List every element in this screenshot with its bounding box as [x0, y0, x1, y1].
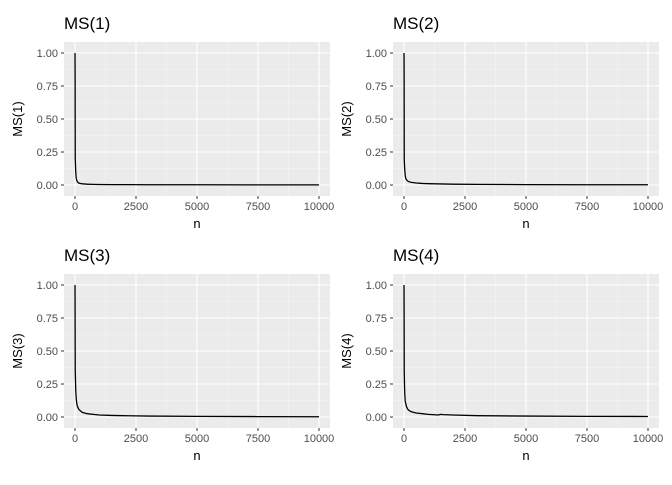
axis-ticks: 0 2500 5000 7500 10000 0.00 0.25 0.50 0.75 1.00	[366, 280, 664, 445]
x-axis-title: n	[522, 216, 529, 231]
axis-ticks: 0 2500 5000 7500 10000 0.00 0.25 0.50 0.75 1.00	[366, 48, 664, 213]
chart-panel-1: MS(1) 0 2500 5000 7500 10000 0.00 0.25 0.50 0.75…	[10, 14, 334, 231]
x-axis-title: n	[193, 216, 200, 231]
y-tick-label: 0.25	[37, 379, 58, 391]
x-tick-label: 10000	[304, 201, 335, 213]
x-tick-label: 0	[401, 433, 407, 445]
x-tick-label: 10000	[633, 433, 664, 445]
x-tick-label: 7500	[575, 201, 599, 213]
y-tick-label: 0.00	[37, 180, 58, 192]
y-tick-label: 1.00	[366, 280, 387, 292]
x-axis-title: n	[522, 448, 529, 463]
y-tick-label: 0.25	[37, 147, 58, 159]
axis-ticks: 0 2500 5000 7500 10000 0.00 0.25 0.50 0.75 1.00	[37, 48, 335, 213]
x-axis-title: n	[193, 448, 200, 463]
x-tick-label: 7500	[246, 433, 270, 445]
panel-title: MS(3)	[64, 246, 110, 265]
y-axis-title: MS(4)	[339, 333, 354, 368]
x-tick-label: 0	[72, 433, 78, 445]
series-line	[403, 52, 648, 186]
chart-panel-2: MS(2) 0 2500 5000 7500 10000 0.00 0.25 0.50 0.75…	[339, 14, 663, 231]
panel-title: MS(4)	[393, 246, 439, 265]
x-tick-label: 2500	[453, 201, 477, 213]
x-tick-label: 10000	[304, 433, 335, 445]
y-tick-label: 0.50	[366, 346, 387, 358]
x-tick-label: 2500	[453, 433, 477, 445]
x-tick-label: 0	[72, 201, 78, 213]
x-tick-label: 2500	[124, 433, 148, 445]
y-tick-label: 0.00	[37, 412, 58, 424]
y-axis-title: MS(3)	[10, 333, 25, 368]
y-axis-title: MS(1)	[10, 101, 25, 136]
x-tick-label: 5000	[185, 201, 209, 213]
x-tick-label: 10000	[633, 201, 664, 213]
y-tick-label: 1.00	[37, 280, 58, 292]
x-tick-label: 0	[401, 201, 407, 213]
y-tick-label: 0.25	[366, 379, 387, 391]
y-tick-label: 0.50	[37, 114, 58, 126]
grid-lines	[64, 42, 330, 196]
x-tick-label: 7500	[575, 433, 599, 445]
chart-panel-3: MS(3) 0 2500 5000 7500 10000 0.00 0.25 0.50 0.75…	[10, 246, 334, 463]
y-tick-label: 0.75	[366, 81, 387, 93]
axis-ticks: 0 2500 5000 7500 10000 0.00 0.25 0.50 0.75 1.00	[37, 280, 335, 445]
x-tick-label: 5000	[514, 433, 538, 445]
y-tick-label: 0.00	[366, 180, 387, 192]
y-tick-label: 1.00	[366, 48, 387, 60]
chart-panel-4: MS(4) 0 2500 5000 7500 10000 0.00 0.25 0.50 0.75…	[339, 246, 663, 463]
x-tick-label: 7500	[246, 201, 270, 213]
y-tick-label: 0.75	[37, 81, 58, 93]
y-tick-label: 0.50	[37, 346, 58, 358]
series-line	[74, 284, 320, 418]
y-tick-label: 0.00	[366, 412, 387, 424]
panel-title: MS(2)	[393, 14, 439, 33]
y-tick-label: 0.75	[366, 313, 387, 325]
x-tick-label: 2500	[124, 201, 148, 213]
y-tick-label: 1.00	[37, 48, 58, 60]
x-tick-label: 5000	[514, 201, 538, 213]
panel-title: MS(1)	[64, 14, 110, 33]
y-tick-label: 0.25	[366, 147, 387, 159]
series-line	[74, 52, 319, 186]
y-axis-title: MS(2)	[339, 101, 354, 136]
y-tick-label: 0.75	[37, 313, 58, 325]
y-tick-label: 0.50	[366, 114, 387, 126]
x-tick-label: 5000	[185, 433, 209, 445]
series-line	[403, 284, 649, 418]
